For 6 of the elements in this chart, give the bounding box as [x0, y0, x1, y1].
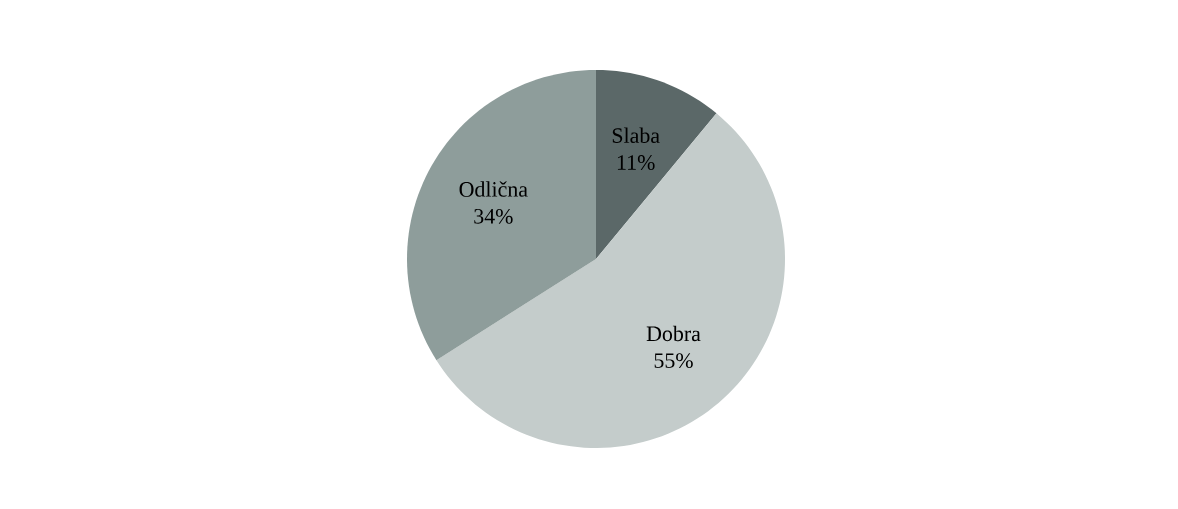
data-label: 11%: [617, 155, 655, 170]
slice-label: Slaba: [612, 127, 660, 143]
data-label: 55%: [654, 353, 693, 369]
data-label: 34%: [474, 208, 513, 224]
slice-label: Dobra: [646, 325, 701, 342]
slice-label: Odlična: [459, 181, 528, 197]
